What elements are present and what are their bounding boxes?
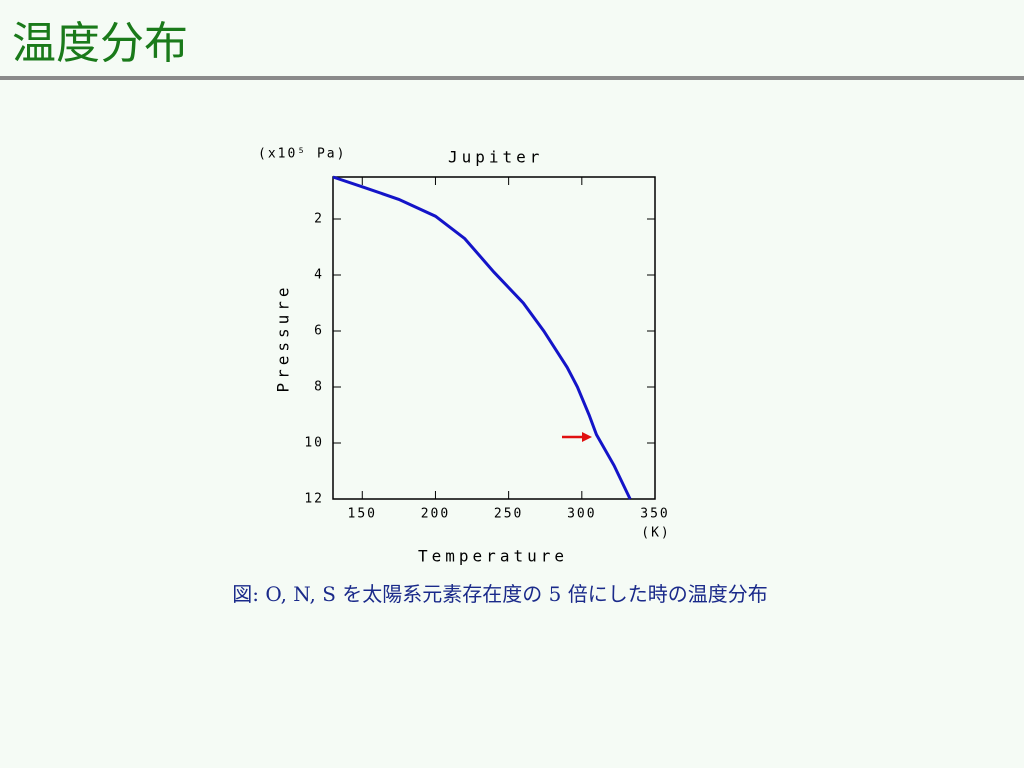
y-tick-label: 10 <box>304 436 324 451</box>
header-rule <box>0 76 1024 80</box>
y-axis-title: Pressure <box>274 283 293 392</box>
y-tick-label: 2 <box>314 212 324 227</box>
header-title: 温度分布 <box>12 18 188 69</box>
y-tick-label: 12 <box>304 492 324 507</box>
x-tick-label: 150 <box>348 507 377 522</box>
x-tick-label: 350 <box>640 507 669 522</box>
caption: 図: O, N, S を太陽系元素存在度の 5 倍にした時の温度分布 <box>232 582 768 606</box>
x-unit: (K) <box>641 526 670 541</box>
chart-title: Jupiter <box>448 148 543 167</box>
x-tick-label: 250 <box>494 507 523 522</box>
y-unit: (x10⁵ Pa) <box>258 147 346 162</box>
x-axis-title: Temperature <box>418 547 568 566</box>
x-tick-label: 200 <box>421 507 450 522</box>
plot-frame <box>332 176 656 500</box>
annotation-arrow <box>562 432 592 442</box>
x-tick-label: 300 <box>567 507 596 522</box>
data-line <box>332 175 632 500</box>
y-tick-label: 4 <box>314 268 324 283</box>
y-tick-label: 6 <box>314 324 324 339</box>
y-tick-label: 8 <box>314 380 324 395</box>
